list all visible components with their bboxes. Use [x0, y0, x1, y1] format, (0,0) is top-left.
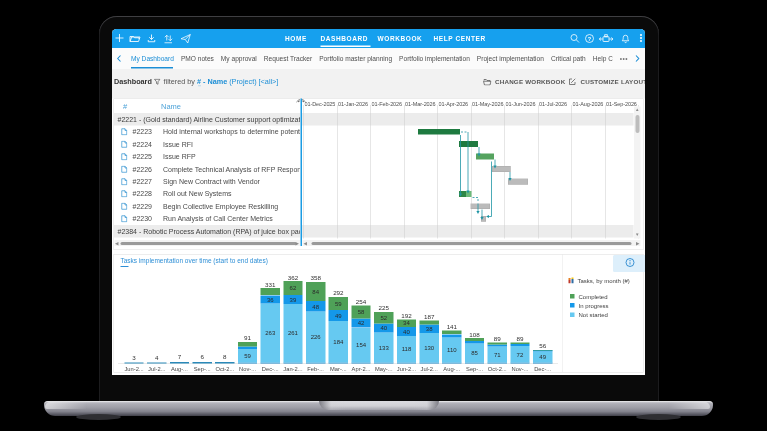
svg-text:?: ?	[588, 36, 592, 42]
